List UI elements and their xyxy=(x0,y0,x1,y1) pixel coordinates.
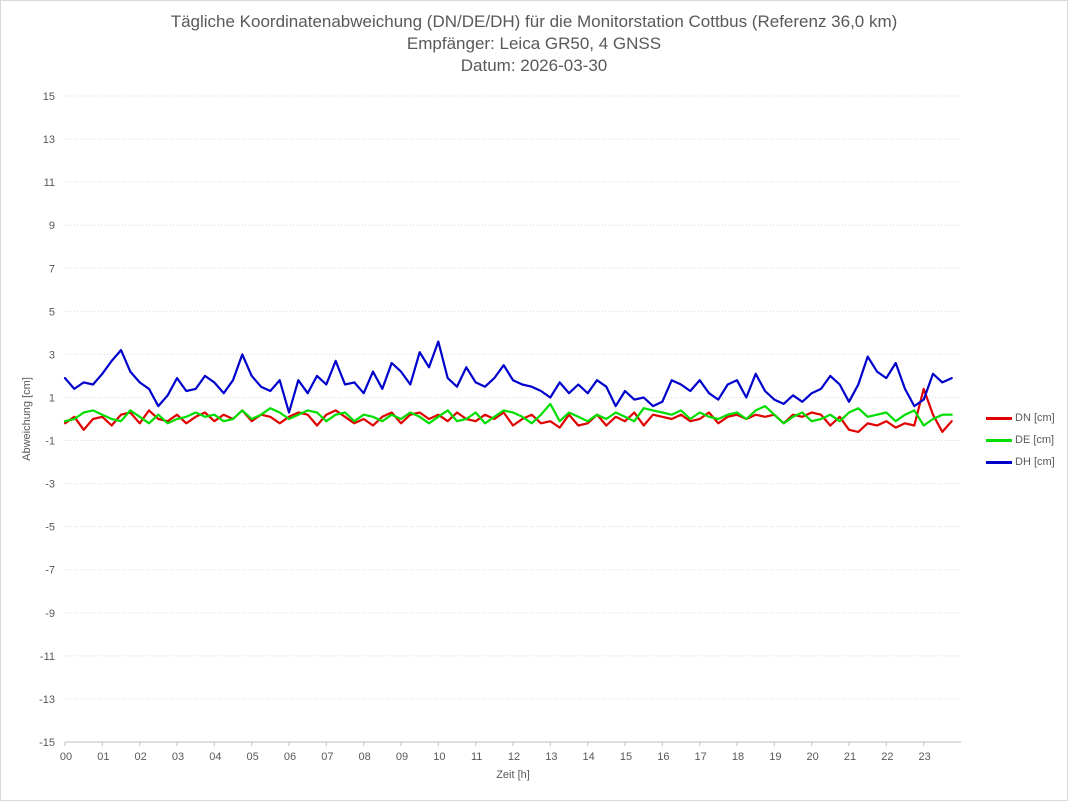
x-tick-label: 05 xyxy=(247,751,259,763)
x-tick-label: 03 xyxy=(172,751,184,763)
x-tick-label: 01 xyxy=(97,751,109,763)
y-tick-label: -9 xyxy=(45,608,55,620)
x-tick-label: 04 xyxy=(209,751,221,763)
x-tick-label: 00 xyxy=(60,751,72,763)
legend-swatch-de xyxy=(986,439,1012,442)
y-tick-label: 3 xyxy=(49,349,55,361)
legend-label-de: DE [cm] xyxy=(1015,434,1055,446)
series-line-dh xyxy=(63,340,953,414)
y-tick-label: 11 xyxy=(44,177,55,189)
x-tick-label: 14 xyxy=(583,751,595,763)
x-tick-label: 15 xyxy=(620,751,632,763)
x-tick-label: 21 xyxy=(844,751,856,763)
y-tick-label: -5 xyxy=(45,522,55,534)
y-tick-label: -13 xyxy=(39,694,55,706)
x-tick-label: 23 xyxy=(919,751,931,763)
chart-title-line-1: Tägliche Koordinatenabweichung (DN/DE/DH… xyxy=(170,12,898,31)
x-tick-label: 10 xyxy=(433,751,445,763)
x-tick-label: 08 xyxy=(359,751,371,763)
x-axis-label: Zeit [h] xyxy=(496,769,530,781)
y-tick-label: 7 xyxy=(49,263,55,275)
x-tick-label: 09 xyxy=(396,751,408,763)
x-tick-label: 16 xyxy=(657,751,669,763)
x-tick-label: 17 xyxy=(695,751,707,763)
y-tick-label: -15 xyxy=(39,737,55,749)
x-tick-label: 19 xyxy=(769,751,781,763)
y-tick-label: 5 xyxy=(49,306,55,318)
x-tick-label: 18 xyxy=(732,751,744,763)
legend-label-dh: DH [cm] xyxy=(1015,456,1055,468)
x-tick-label: 11 xyxy=(471,751,482,763)
y-tick-label: -11 xyxy=(40,651,55,663)
legend-swatch-dn xyxy=(986,417,1012,420)
legend-label-dn: DN [cm] xyxy=(1015,412,1055,424)
y-tick-label: 9 xyxy=(49,220,55,232)
x-tick-label: 22 xyxy=(881,751,893,763)
chart-title-block: Tägliche Koordinatenabweichung (DN/DE/DH… xyxy=(1,11,1067,77)
x-tick-label: 07 xyxy=(321,751,333,763)
x-tick-label: 06 xyxy=(284,751,296,763)
x-tick-label: 20 xyxy=(807,751,819,763)
y-tick-label: -7 xyxy=(45,565,55,577)
chart-title-line-2: Empfänger: Leica GR50, 4 GNSS xyxy=(406,34,662,53)
legend-swatch-dh xyxy=(986,461,1012,464)
y-tick-label: 1 xyxy=(49,392,55,404)
y-tick-label: 15 xyxy=(43,91,55,103)
x-tick-label: 13 xyxy=(545,751,557,763)
series-line-dn xyxy=(63,387,953,433)
y-tick-label: 13 xyxy=(43,134,55,146)
x-tick-label: 12 xyxy=(508,751,520,763)
y-tick-label: -3 xyxy=(45,479,55,491)
chart-title-line-3: Datum: 2026-03-30 xyxy=(460,56,608,75)
series-line-de xyxy=(63,402,953,427)
y-axis-label: Abweichung [cm] xyxy=(21,377,33,461)
x-tick-label: 02 xyxy=(135,751,147,763)
y-tick-label: -1 xyxy=(45,436,55,448)
